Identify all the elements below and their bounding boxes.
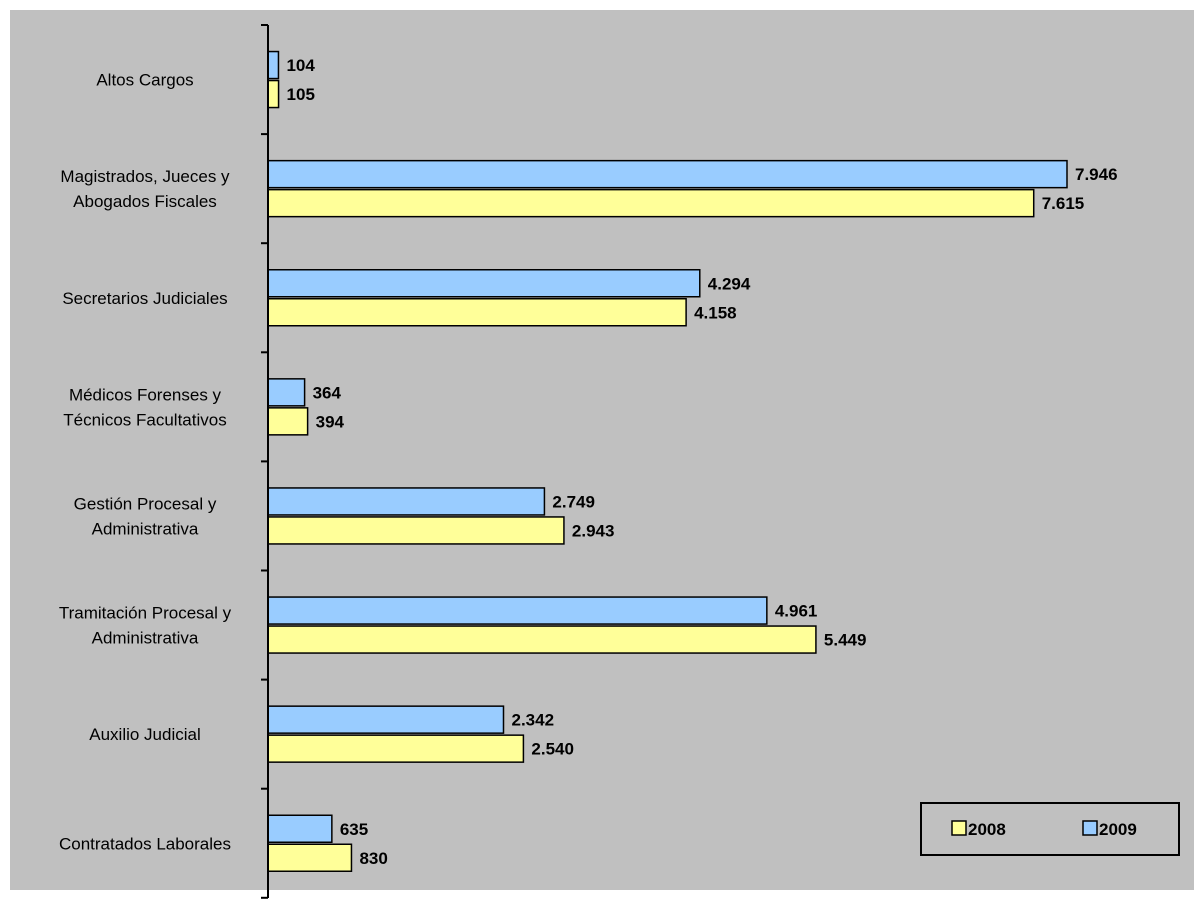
bar-2008	[267, 79, 280, 109]
data-label-2008: 2.540	[531, 740, 574, 759]
bar-2008	[267, 298, 687, 327]
legend-swatch-2009	[1082, 820, 1098, 836]
bar-2008	[267, 843, 353, 872]
category-label-line: Administrativa	[92, 629, 199, 648]
bar-2008	[267, 625, 817, 654]
category-label-line: Secretarios Judiciales	[62, 289, 227, 308]
category-label-line: Gestión Procesal y	[74, 494, 217, 513]
data-label-2008: 394	[316, 412, 345, 431]
bar-2008	[267, 516, 565, 545]
category-label-line: Auxilio Judicial	[89, 725, 201, 744]
category-label: Gestión Procesal y Administrativa	[74, 494, 217, 538]
axis-ticks	[261, 24, 268, 899]
data-label-2008: 105	[287, 85, 315, 104]
bar-2009	[267, 814, 333, 843]
legend-label-2008: 2008	[968, 820, 1006, 839]
bars-layer: 104 105 7.946 7.615 4.294 4.158 364 394 2.749 2.9…	[267, 50, 1118, 872]
bar-2009	[267, 159, 1068, 189]
data-label-2008: 7.615	[1042, 194, 1085, 213]
data-label-2009: 635	[340, 820, 368, 839]
category-label: Magistrados, Jueces y Abogados Fiscales	[60, 167, 230, 211]
data-label-2009: 2.342	[511, 711, 554, 730]
bar-2009	[267, 596, 768, 625]
category-label: Tramitación Procesal y Administrativa	[59, 604, 232, 648]
category-label-line: Técnicos Facultativos	[63, 410, 226, 429]
bar-2008	[267, 188, 1035, 218]
bar-2009	[267, 378, 306, 407]
bar-2009	[267, 269, 701, 298]
data-label-2008: 830	[359, 849, 387, 868]
bar-2008	[267, 734, 525, 763]
data-label-2008: 2.943	[572, 521, 615, 540]
data-label-2009: 7.946	[1075, 165, 1118, 184]
bar-2009	[267, 50, 280, 80]
data-label-2009: 364	[313, 383, 342, 402]
category-label-line: Administrativa	[92, 519, 199, 538]
data-label-2009: 104	[286, 56, 315, 75]
data-label-2009: 2.749	[552, 492, 595, 511]
category-label: Secretarios Judiciales	[62, 289, 227, 308]
category-label-line: Magistrados, Jueces y	[60, 167, 230, 186]
data-label-2008: 4.158	[694, 303, 737, 322]
category-labels: Altos Cargos Magistrados, Jueces y Abogado…	[59, 71, 232, 854]
category-label-line: Abogados Fiscales	[73, 192, 217, 211]
plot-background	[10, 10, 1194, 890]
legend: 2008 2009	[920, 802, 1180, 856]
data-label-2008: 5.449	[824, 631, 867, 650]
bar-2009	[267, 705, 505, 734]
category-label-line: Médicos Forenses y	[69, 385, 222, 404]
data-label-2009: 4.294	[708, 274, 751, 293]
legend-label-2009: 2009	[1099, 820, 1137, 839]
category-label: Auxilio Judicial	[89, 725, 201, 744]
legend-swatch-2008	[951, 820, 967, 836]
category-label: Altos Cargos	[96, 71, 193, 90]
category-label-line: Tramitación Procesal y	[59, 604, 232, 623]
category-label: Médicos Forenses y Técnicos Facultativos	[63, 385, 226, 429]
bar-2009	[267, 487, 546, 516]
category-label: Contratados Laborales	[59, 834, 231, 853]
category-label-line: Altos Cargos	[96, 71, 193, 90]
category-label-line: Contratados Laborales	[59, 834, 231, 853]
bar-2008	[267, 407, 309, 436]
data-label-2009: 4.961	[775, 602, 818, 621]
